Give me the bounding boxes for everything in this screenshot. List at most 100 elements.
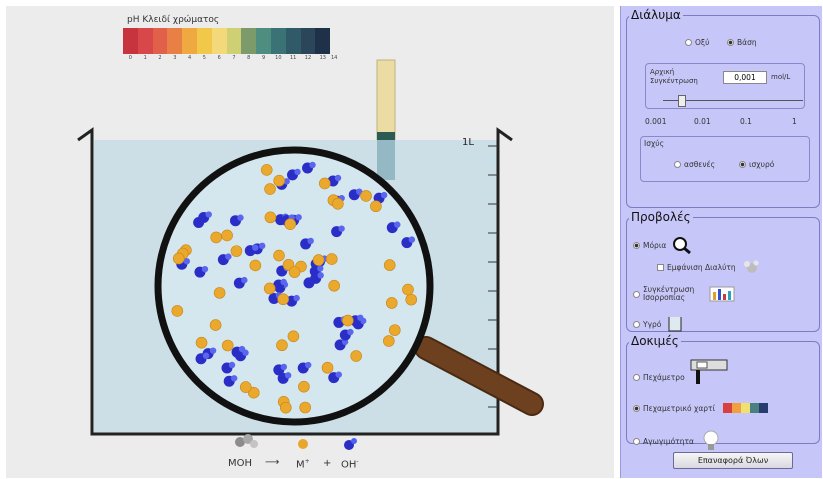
cation-ion: [321, 361, 334, 374]
eq-reactant: MOH: [228, 458, 253, 469]
ph-scale-label-7: 7: [232, 55, 236, 61]
conc-unit: mol/L: [771, 73, 791, 81]
cation-ion: [221, 339, 234, 352]
magnifier-lens[interactable]: [154, 146, 434, 426]
hydroxide-ion: [221, 361, 236, 374]
cation-ion: [350, 350, 362, 362]
ph-swatch-10: [270, 28, 286, 54]
ph-swatch-8: [241, 28, 257, 54]
molecules-option[interactable]: Μόρια: [633, 236, 692, 254]
hydroxide-icon: [344, 438, 357, 450]
cation-ion: [284, 218, 297, 230]
ph-scale-label-9: 9: [261, 55, 266, 61]
show-solvent-checkbox[interactable]: [657, 263, 664, 271]
ph-swatch-11: [285, 28, 301, 54]
hydroxide-ion: [217, 253, 232, 266]
ph-scale-label-12: 12: [304, 55, 312, 61]
ph-color-bar: [123, 28, 338, 54]
base-radio[interactable]: [727, 39, 734, 46]
ph-paper-option[interactable]: Πεχαμετρικό χαρτί: [633, 402, 769, 414]
ph-paper-icon: [723, 403, 769, 413]
strong-option[interactable]: ισχυρό: [739, 160, 774, 169]
ph-scale-label-11: 11: [289, 55, 297, 61]
ph-meter-option[interactable]: Πεχάμετρο: [633, 359, 729, 386]
concentration-box: [645, 63, 805, 109]
ph-color-key: pH Κλειδί χρώματος 0 1 2 3 4 5 6 7 8 9 10 11 12 13 14: [123, 14, 338, 61]
ph-meter-radio[interactable]: [633, 373, 640, 381]
strong-radio[interactable]: [739, 161, 746, 168]
control-panel: Διάλυμα Οξύ Βάση Αρχική Συγκέντρωση 0,00…: [620, 6, 822, 478]
hydroxide-ion: [310, 272, 324, 284]
cation-ion: [342, 314, 354, 327]
ph-scale-label-10: 10: [275, 55, 282, 61]
hydroxide-ion: [300, 237, 314, 250]
cation-icon: [298, 439, 308, 449]
acid-radio[interactable]: [685, 39, 692, 46]
hydroxide-ion: [302, 161, 316, 174]
ph-scale-label-6: 6: [217, 55, 221, 61]
ph-scale-label-13: 13: [319, 55, 326, 61]
hydroxide-ion: [328, 371, 342, 384]
cation-ion: [370, 200, 382, 213]
hydroxide-ion: [273, 363, 288, 376]
cation-ion: [247, 386, 260, 399]
slider-tick-1: 0.001: [645, 117, 667, 126]
views-title: Προβολές: [631, 210, 691, 224]
hydroxide-ion: [231, 345, 246, 358]
reset-all-button[interactable]: Επαναφορά Όλων: [673, 452, 793, 469]
cation-ion: [298, 380, 310, 393]
ph-swatch-5: [196, 28, 212, 54]
cation-ion: [360, 190, 372, 202]
liquid-option[interactable]: Υγρό: [633, 316, 683, 332]
hydroxide-ion: [194, 265, 209, 278]
ph-paper-radio[interactable]: [633, 404, 640, 412]
hydroxide-ion: [386, 221, 401, 234]
hydroxide-ion: [331, 225, 345, 238]
conc-slider-thumb[interactable]: [678, 95, 686, 107]
slider-tick-3: 0.1: [740, 117, 752, 126]
views-group: Προβολές Μόρια Εμφάνιση Διαλύτη Συγκέντρ…: [626, 210, 820, 332]
ph-scale-label-0: 0: [128, 55, 132, 61]
tests-title: Δοκιμές: [631, 334, 679, 348]
cation-ion: [172, 252, 185, 265]
ph-paper-immersed: [377, 140, 395, 180]
magnifier-handle[interactable]: [416, 338, 542, 414]
molecules-radio[interactable]: [633, 241, 640, 249]
weak-radio[interactable]: [674, 161, 681, 168]
moh-molecule-icon: [235, 434, 258, 448]
cation-ion: [171, 305, 184, 317]
beaker: [77, 127, 513, 436]
cation-ion: [388, 324, 401, 336]
conc-slider-track[interactable]: [663, 100, 803, 101]
liquid-radio[interactable]: [633, 320, 640, 328]
cation-ion: [299, 401, 311, 414]
ph-paper-strip[interactable]: [376, 59, 396, 141]
simulation-area: pH Κλειδί χρώματος 0 1 2 3 4 5 6 7 8 9 10 11 12 13 14 …: [6, 6, 614, 478]
ph-scale-label-2: 2: [158, 55, 162, 61]
cation-ion: [195, 336, 208, 349]
cation-ion: [325, 253, 338, 265]
weak-option[interactable]: ασθενές: [674, 160, 715, 169]
magnifier-icon: [673, 237, 692, 254]
beaker-scene: 1L: [77, 59, 544, 450]
cation-ion: [385, 297, 398, 309]
conductivity-option[interactable]: Αγωγιμότητα: [633, 430, 720, 452]
water-molecule-icon: [743, 260, 759, 273]
ph-swatch-4: [182, 28, 197, 54]
conductivity-radio[interactable]: [633, 437, 640, 445]
show-solvent-option[interactable]: Εμφάνιση Διαλύτη: [657, 260, 759, 274]
cation-ion: [312, 254, 325, 266]
acid-option[interactable]: Οξύ: [685, 38, 709, 47]
concentration-radio[interactable]: [633, 290, 640, 298]
cation-ion: [264, 183, 276, 195]
concentration-option[interactable]: Συγκέντρωση Ισορροπίας: [633, 286, 735, 302]
volume-label: 1L: [462, 137, 474, 148]
hydroxide-ion: [339, 328, 354, 341]
cation-ion: [288, 266, 301, 278]
hydroxide-ion: [273, 278, 287, 291]
conc-input[interactable]: 0,001: [723, 71, 767, 84]
base-option[interactable]: Βάση: [727, 38, 757, 47]
slider-tick-4: 1: [792, 117, 797, 126]
initial-conc-label: Αρχική Συγκέντρωση: [650, 68, 698, 85]
ph-swatch-6: [211, 28, 227, 54]
